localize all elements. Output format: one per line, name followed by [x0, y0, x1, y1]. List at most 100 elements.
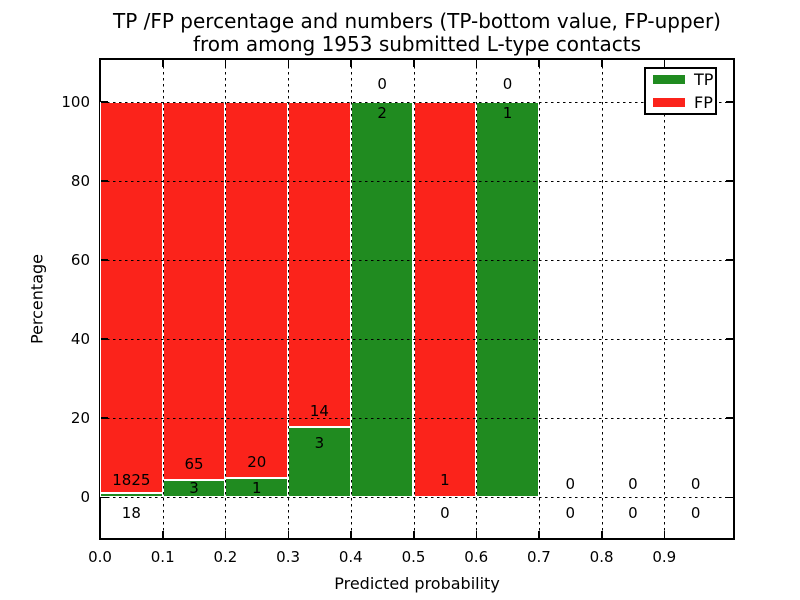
y-tick-mark-left [101, 259, 108, 261]
x-tick-mark-bottom [224, 531, 227, 538]
x-tick-label: 0.0 [88, 548, 112, 566]
fp-count-label: 0 [502, 75, 513, 94]
bar-segment-tp [100, 493, 163, 497]
tp-count-label: 2 [377, 104, 387, 123]
x-tick-mark-bottom [99, 531, 101, 538]
fp-count-label: 1 [440, 470, 450, 489]
grid-line-vertical [664, 60, 666, 538]
x-tick-mark-bottom [475, 531, 478, 538]
y-tick-mark-left [101, 338, 108, 340]
grid-line-vertical [162, 60, 164, 538]
tp-count-label: 3 [314, 434, 325, 452]
chart-title: TP /FP percentage and numbers (TP-bottom… [113, 10, 721, 56]
bar-segment-fp [413, 101, 477, 497]
tp-count-label: 0 [565, 503, 576, 522]
x-tick-mark-top [538, 60, 540, 67]
fp-count-label: 65 [184, 454, 204, 473]
x-tick-label: 0.5 [401, 548, 426, 566]
tp-count-label: 1 [251, 478, 262, 497]
grid-line-vertical [476, 60, 478, 538]
bar-segment-tp [476, 101, 539, 497]
fp-count-label: 20 [247, 453, 267, 472]
legend-item-tp: TP [653, 71, 713, 88]
x-tick-mark-bottom [538, 531, 540, 538]
legend: TP FP [644, 67, 717, 115]
x-tick-mark-top [601, 60, 603, 67]
fp-count-label: 14 [309, 402, 329, 421]
grid-line-horizontal [101, 259, 733, 261]
legend-swatch-fp [653, 98, 685, 107]
fp-count-label: 1825 [112, 470, 151, 489]
x-tick-label: 0.1 [150, 548, 175, 566]
grid-line-horizontal [101, 180, 733, 182]
y-tick-mark-left [101, 101, 108, 103]
legend-swatch-tp [653, 75, 685, 84]
bar-segment-fp [225, 101, 289, 479]
y-tick-mark-left [101, 496, 108, 498]
bar-segment-fp [288, 101, 351, 428]
x-tick-mark-bottom [287, 531, 290, 538]
x-tick-mark-bottom [601, 531, 603, 538]
y-tick-label: 20 [70, 408, 90, 427]
legend-item-fp: FP [653, 94, 713, 111]
tp-count-label: 18 [121, 503, 141, 522]
tp-count-label: 1 [502, 104, 513, 123]
x-tick-label: 0.7 [526, 548, 551, 566]
grid-line-vertical [413, 60, 415, 538]
x-tick-mark-top [99, 60, 101, 67]
grid-line-vertical [288, 60, 290, 538]
y-tick-mark-left [101, 417, 108, 419]
fp-count-label: 0 [690, 475, 701, 494]
x-tick-mark-top [162, 60, 164, 67]
chart-title-line2: from among 1953 submitted L-type contact… [192, 32, 642, 56]
tp-count-label: 0 [628, 503, 638, 522]
fp-count-label: 0 [628, 475, 638, 494]
x-tick-mark-bottom [413, 531, 415, 538]
bar-segment-tp [288, 427, 351, 497]
x-tick-mark-top [413, 60, 415, 67]
y-tick-mark-right [726, 496, 733, 498]
x-tick-mark-bottom [663, 531, 666, 538]
x-tick-mark-top [287, 60, 290, 67]
x-tick-mark-top [224, 60, 227, 67]
tp-count-label: 0 [440, 503, 450, 522]
fp-count-label: 0 [377, 75, 387, 94]
y-tick-label: 0 [80, 488, 90, 506]
grid-line-vertical [350, 60, 352, 538]
grid-line-horizontal [101, 497, 733, 498]
grid-line-vertical [225, 60, 227, 538]
y-tick-mark-right [726, 259, 733, 261]
grid-line-horizontal [101, 101, 733, 103]
bar-segment-fp [100, 101, 163, 494]
y-tick-label: 60 [70, 250, 90, 269]
x-tick-mark-top [475, 60, 478, 67]
fp-count-label: 0 [565, 475, 576, 494]
legend-label: TP [694, 69, 714, 89]
y-tick-mark-left [101, 180, 108, 182]
y-tick-mark-right [726, 101, 733, 103]
x-tick-label: 0.3 [276, 548, 301, 566]
grid-line-horizontal [101, 338, 733, 340]
legend-label: FP [694, 92, 713, 112]
bar-segment-tp [350, 101, 414, 497]
x-tick-mark-top [350, 60, 352, 67]
x-tick-mark-bottom [350, 531, 352, 538]
x-axis-label: Predicted probability [334, 574, 500, 593]
chart-title-line1: TP /FP percentage and numbers (TP-bottom… [113, 9, 721, 33]
bar-segment-fp [162, 101, 226, 480]
x-tick-label: 0.4 [338, 548, 363, 566]
grid-line-vertical [538, 60, 540, 538]
y-tick-label: 40 [70, 329, 90, 348]
tp-count-label: 3 [189, 479, 199, 498]
y-tick-mark-right [726, 180, 733, 182]
y-tick-mark-right [726, 417, 733, 419]
grid-line-vertical [601, 60, 603, 538]
tp-count-label: 0 [690, 503, 701, 522]
y-tick-label: 80 [70, 171, 90, 190]
grid-line-horizontal [101, 417, 733, 419]
x-tick-mark-top [663, 60, 666, 67]
y-tick-label: 100 [61, 92, 90, 111]
y-tick-mark-right [726, 338, 733, 340]
x-tick-label: 0.9 [652, 548, 677, 566]
